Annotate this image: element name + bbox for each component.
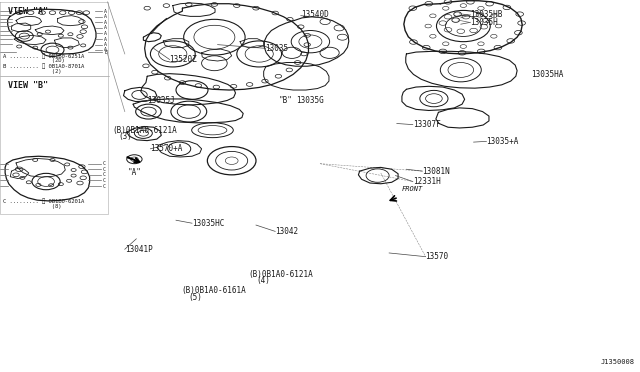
- Text: 13540D: 13540D: [301, 10, 328, 19]
- Text: A: A: [104, 25, 107, 31]
- Text: C: C: [103, 172, 106, 177]
- Text: 13035: 13035: [266, 44, 289, 53]
- Text: (5): (5): [189, 293, 203, 302]
- Text: (3): (3): [118, 132, 132, 141]
- Text: 13035G: 13035G: [296, 96, 324, 105]
- Text: (B)0B1A0-6121A: (B)0B1A0-6121A: [112, 126, 177, 135]
- Text: 13520Z: 13520Z: [170, 55, 197, 64]
- Text: C: C: [103, 183, 106, 189]
- Text: 12331H: 12331H: [413, 177, 440, 186]
- Text: VIEW "B": VIEW "B": [8, 81, 47, 90]
- Text: "A": "A": [128, 169, 142, 177]
- Text: (4): (4): [256, 276, 270, 285]
- Text: 13035HB: 13035HB: [470, 10, 503, 19]
- Text: A: A: [104, 14, 107, 19]
- Text: "B": "B": [278, 96, 292, 105]
- Text: (2): (2): [3, 68, 61, 74]
- Text: (B)0B1A0-6161A: (B)0B1A0-6161A: [181, 286, 246, 295]
- Text: C: C: [103, 178, 106, 183]
- Text: 13035HA: 13035HA: [531, 70, 564, 79]
- Text: C: C: [103, 167, 106, 172]
- Text: C ......... Ⓐ 0B1B0-6201A: C ......... Ⓐ 0B1B0-6201A: [3, 199, 84, 205]
- Text: 13035HC: 13035HC: [192, 219, 225, 228]
- Text: A: A: [104, 42, 107, 47]
- Text: B: B: [104, 49, 107, 55]
- Text: A: A: [104, 47, 107, 52]
- Text: A: A: [104, 9, 107, 14]
- Text: A: A: [104, 20, 107, 25]
- Text: (2D): (2D): [3, 58, 65, 64]
- Text: J1350008: J1350008: [601, 359, 635, 365]
- Text: 13081N: 13081N: [422, 167, 450, 176]
- Text: B ......... Ⓐ 0B1A0-8701A: B ......... Ⓐ 0B1A0-8701A: [3, 63, 84, 69]
- Text: A ......... Ⓐ 0B1B0-6251A: A ......... Ⓐ 0B1B0-6251A: [3, 53, 84, 59]
- Text: 13041P: 13041P: [125, 245, 152, 254]
- Text: 13035H: 13035H: [470, 18, 498, 27]
- Text: 13035+A: 13035+A: [486, 137, 519, 146]
- Text: (8): (8): [3, 204, 61, 209]
- Text: 13570+A: 13570+A: [150, 144, 183, 153]
- Text: A: A: [104, 31, 107, 36]
- Text: 13042: 13042: [275, 227, 298, 236]
- Text: 13035J: 13035J: [147, 96, 175, 105]
- Text: 13570: 13570: [426, 252, 449, 261]
- Text: A: A: [104, 36, 107, 42]
- Text: FRONT: FRONT: [402, 186, 423, 192]
- Text: C: C: [103, 161, 106, 166]
- Text: VIEW "A": VIEW "A": [8, 7, 47, 16]
- Text: (B)0B1A0-6121A: (B)0B1A0-6121A: [248, 270, 313, 279]
- Text: 13307F: 13307F: [413, 120, 440, 129]
